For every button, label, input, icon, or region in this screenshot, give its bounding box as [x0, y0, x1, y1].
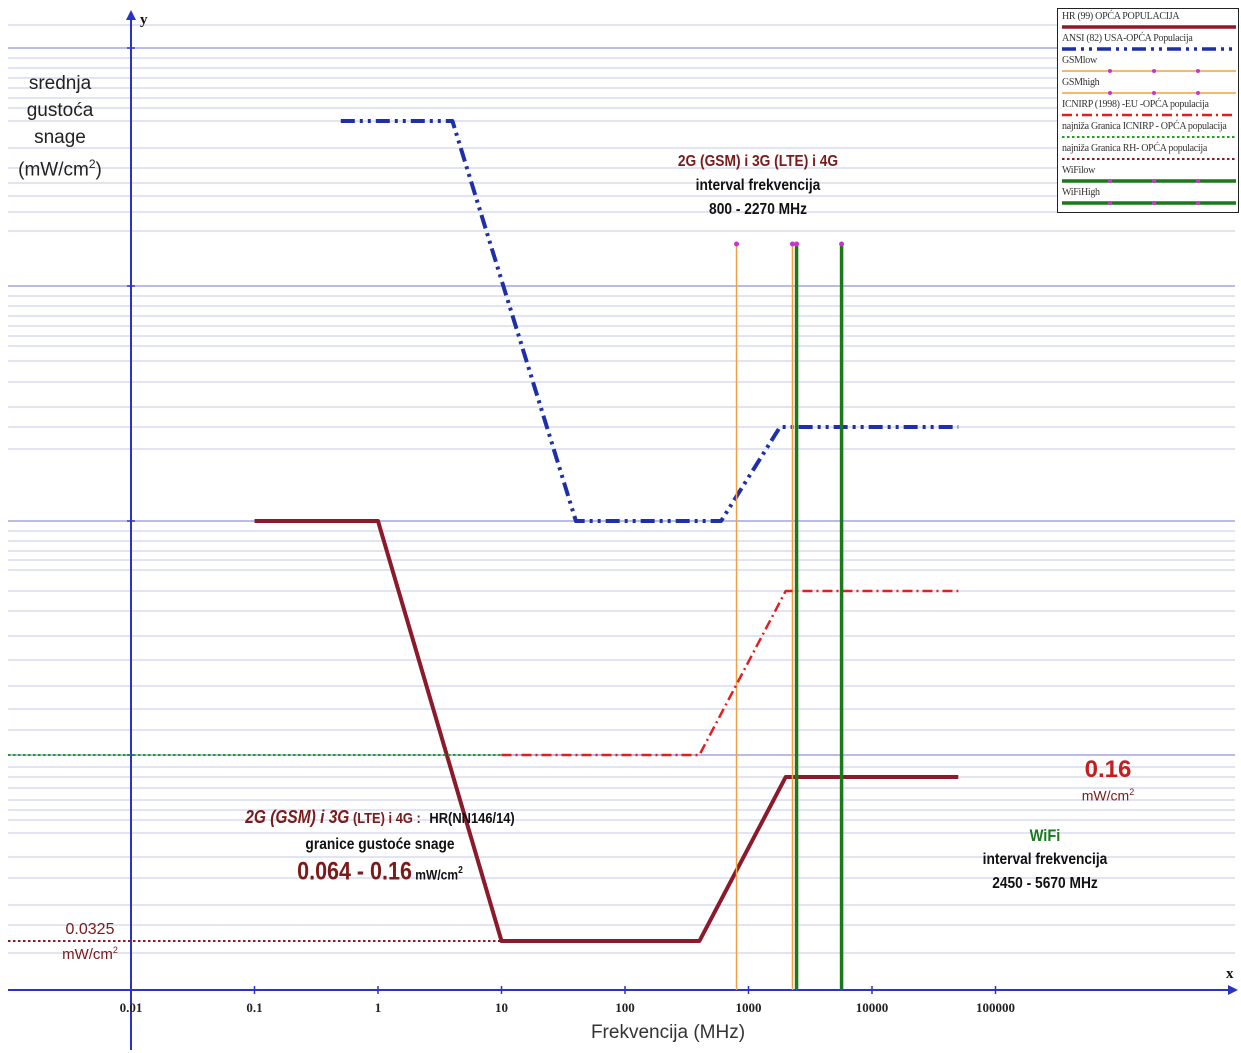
gsm-annotation-title: 2G (GSM) i 3G (LTE) i 4G [677, 153, 839, 170]
legend-item-3: GSMlow [1062, 55, 1236, 77]
y-label-line-3: snage [34, 127, 86, 148]
y-axis-arrow [126, 10, 136, 20]
legend-item-2: ANSI (82) USA-OPĆA Populacija [1062, 33, 1236, 55]
x-axis-arrow [1228, 985, 1238, 995]
series-wifihigh-marker [839, 241, 845, 247]
legend-label: WiFiHigh [1062, 187, 1100, 198]
hr-annotation-title: 2G (GSM) i 3G (LTE) i 4G : HR(NN146/14) [245, 807, 515, 827]
y-label-unit: (mW/cm2) [18, 157, 102, 181]
legend: HR (99) OPĆA POPULACIJA ANSI (82) USA-OPĆ… [1057, 8, 1239, 213]
x-tick-label-5: 100 [615, 1000, 635, 1015]
legend-label: GSMhigh [1062, 77, 1100, 88]
series-gsmlow-marker [734, 241, 740, 247]
hr-limits-annotation: 2G (GSM) i 3G (LTE) i 4G : HR(NN146/14) … [225, 804, 535, 888]
legend-label: ANSI (82) USA-OPĆA Populacija [1062, 33, 1193, 44]
x-tick-label-4: 10 [495, 1000, 508, 1015]
legend-label: ICNIRP (1998) -EU -OPĆA populacija [1062, 99, 1209, 110]
legend-swatch-marker [1196, 179, 1200, 183]
x-tick-label-3: 1 [375, 1000, 382, 1015]
gsm-annotation-interval: interval frekvencija [695, 177, 821, 194]
y-label-line-2: gustoća [26, 100, 94, 121]
legend-swatch [1062, 179, 1236, 183]
x-tick-label-1: 0.01 [120, 1000, 143, 1015]
grid-lines [8, 24, 1235, 954]
x-tick-label-7: 10000 [856, 1000, 889, 1015]
legend-label: najniža Granica RH- OPĆA populacija [1062, 143, 1208, 154]
series-gsmhigh-marker [789, 241, 795, 247]
hr-annotation-subtitle: granice gustoće snage [305, 836, 455, 853]
legend-swatch [1062, 47, 1236, 51]
legend-swatch [1062, 91, 1236, 95]
legend-item-1: HR (99) OPĆA POPULACIJA [1062, 11, 1236, 33]
legend-swatch-marker [1152, 201, 1156, 205]
legend-swatch-marker [1108, 201, 1112, 205]
legend-swatch [1062, 158, 1236, 160]
legend-swatch-marker [1196, 91, 1200, 95]
legend-swatch [1062, 113, 1236, 117]
x-tick-label-6: 1000 [736, 1000, 762, 1015]
series-icnirp-1998-eu-op-a-populacija-line [501, 589, 959, 757]
legend-swatch-marker [1152, 69, 1156, 73]
legend-swatch-marker [1152, 91, 1156, 95]
wifi-annotation-range: 2450 - 5670 MHz [992, 875, 1098, 892]
legend-swatch [1062, 201, 1236, 205]
y-axis-label: srednja gustoća snage (mW/cm2) [16, 70, 104, 183]
legend-item-6: najniža Granica ICNIRP - OPĆA populacija [1062, 121, 1236, 143]
min-value-annotation: 0.0325 mW/cm2 [62, 921, 118, 963]
series-hr-99-op-a-populacija-line [254, 519, 959, 943]
legend-label: WiFilow [1062, 165, 1096, 176]
series-layer [8, 119, 959, 990]
legend-item-5: ICNIRP (1998) -EU -OPĆA populacija [1062, 99, 1236, 121]
x-axis-letter: x [1226, 966, 1234, 982]
max-value-annotation: 0.16 mW/cm2 [1081, 756, 1135, 804]
legend-swatch-marker [1108, 69, 1112, 73]
x-tick-label-2: 0.1 [246, 1000, 262, 1015]
legend-swatch [1062, 25, 1236, 29]
wifi-interval-annotation: WiFi interval frekvencija 2450 - 5670 MH… [963, 824, 1126, 896]
series-ansi-82-usa-op-a-populacija-line [340, 119, 959, 523]
legend-label: HR (99) OPĆA POPULACIJA [1062, 11, 1180, 22]
y-label-line-1: srednja [28, 73, 92, 94]
gsm-interval-annotation: 2G (GSM) i 3G (LTE) i 4G interval frekve… [657, 150, 860, 222]
x-axis-label: Frekvencija (MHz) [590, 1022, 746, 1043]
wifi-annotation-title: WiFi [1029, 826, 1061, 845]
legend-label: GSMlow [1062, 55, 1097, 66]
legend-swatch-marker [1108, 91, 1112, 95]
legend-label: najniža Granica ICNIRP - OPĆA populacija [1062, 121, 1227, 132]
x-tick-label-8: 100000 [976, 1000, 1015, 1015]
y-axis-letter: y [140, 12, 148, 28]
legend-swatch [1062, 69, 1236, 73]
x-ticks: 0.01 0.1 1 10 100 1000 10000 100000 [120, 986, 1015, 1015]
legend-item-4: GSMhigh [1062, 77, 1236, 99]
gsm-annotation-range: 800 - 2270 MHz [709, 201, 807, 218]
legend-swatch-marker [1196, 69, 1200, 73]
legend-item-7: najniža Granica RH- OPĆA populacija [1062, 143, 1236, 165]
legend-swatch [1062, 136, 1236, 138]
legend-swatch-marker [1152, 179, 1156, 183]
series-wifilow-marker [794, 241, 800, 247]
legend-swatch-marker [1196, 201, 1200, 205]
legend-item-9: WiFiHigh [1062, 187, 1236, 209]
legend-item-8: WiFilow [1062, 165, 1236, 187]
legend-swatch-marker [1108, 179, 1112, 183]
wifi-annotation-interval: interval frekvencija [982, 851, 1108, 868]
hr-annotation-range: 0.064 - 0.16 mW/cm2 [297, 857, 463, 886]
